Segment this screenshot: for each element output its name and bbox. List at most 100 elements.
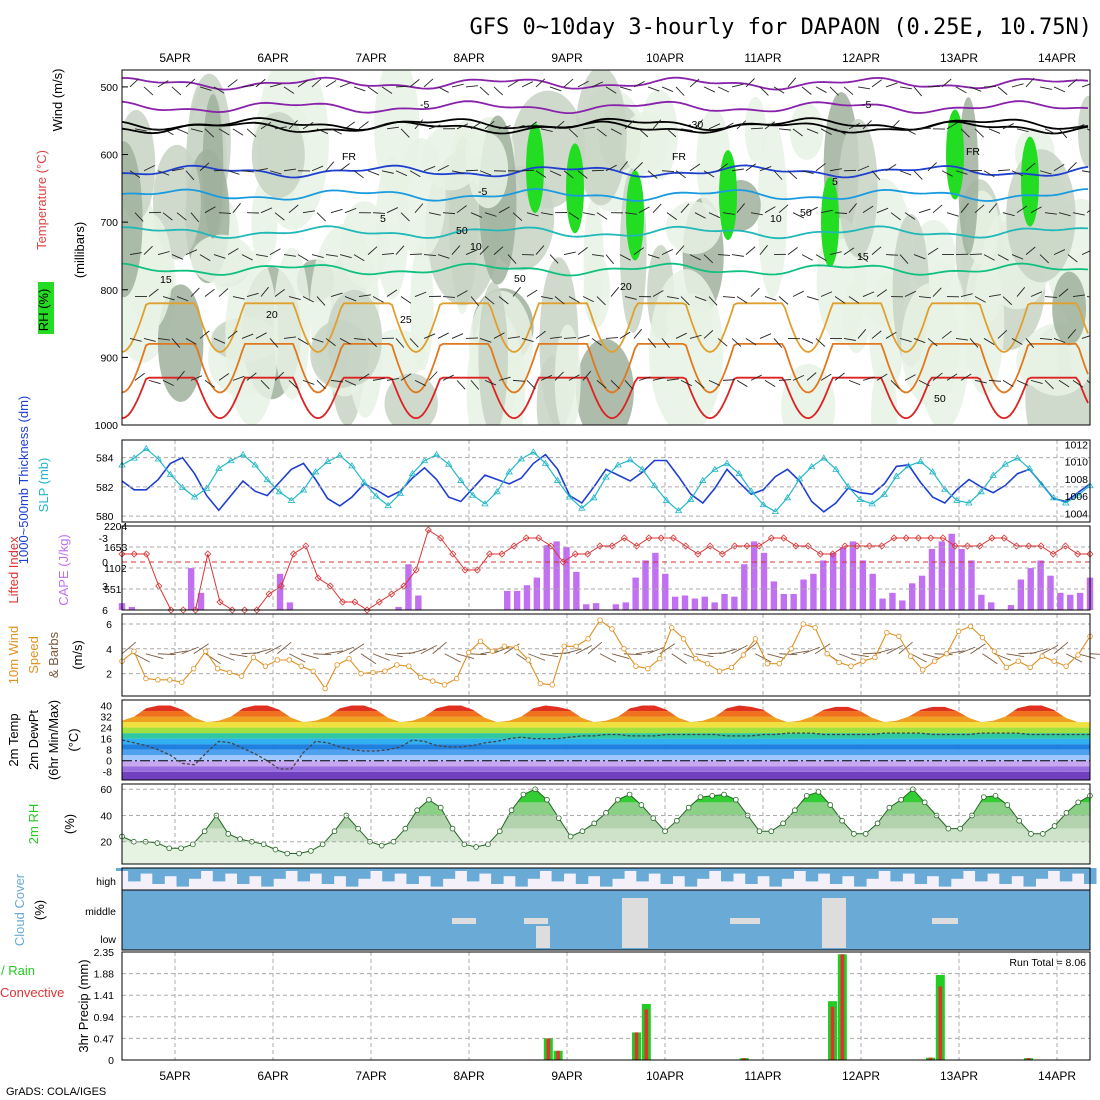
cape-bar (642, 560, 649, 610)
rh-core (946, 109, 964, 200)
wind-barb (927, 85, 941, 88)
wind-barb-10m (779, 653, 798, 656)
wind-barb (983, 170, 995, 178)
wind-barb (297, 79, 309, 88)
wind-barb (470, 296, 479, 307)
wind-barb (764, 379, 776, 388)
li-point (927, 534, 935, 542)
wind-barb (339, 82, 352, 88)
wind-barb (932, 287, 942, 297)
wind-barb (465, 249, 478, 256)
wind-barb (568, 128, 579, 138)
wind-barb (605, 254, 615, 265)
cape-bar (197, 592, 205, 610)
wind-barb (241, 170, 254, 173)
wind-barb (554, 371, 564, 381)
wind-speed-point (477, 638, 484, 645)
wind-barb (619, 254, 631, 261)
wind-speed-point (884, 629, 890, 636)
wind-barb (960, 128, 970, 138)
wind-barb (988, 379, 1001, 382)
wind-barb (311, 78, 322, 88)
cape-bar (1037, 560, 1044, 610)
wind-barb (1030, 128, 1043, 133)
wind-barb (689, 163, 701, 172)
wind-barb (213, 169, 227, 172)
wind-barb (479, 245, 489, 255)
rh-point (662, 828, 668, 835)
cape-bar (1057, 592, 1064, 610)
cape-bar (632, 577, 639, 610)
wind-barb (1096, 253, 1100, 254)
wind-speed-point (896, 633, 902, 640)
rh-point (544, 796, 550, 803)
wind-speed-point (382, 668, 388, 674)
wind-barb (255, 168, 268, 172)
wind-barb (680, 203, 690, 213)
rh-core (626, 170, 644, 261)
wind-barb (288, 204, 299, 214)
wind-speed-point (1039, 653, 1045, 659)
wind-barb (255, 78, 266, 88)
cape-bar (839, 547, 847, 610)
slp-point (444, 460, 453, 467)
wind-barb-10m (348, 643, 365, 655)
wind-barb (358, 294, 371, 297)
slp-point (396, 489, 405, 496)
high-cloud-bar (1059, 868, 1073, 882)
wind-speed-point (298, 663, 304, 669)
high-cloud-bar (345, 868, 359, 887)
precip-conv-bar (634, 1032, 639, 1060)
wind-barb (204, 380, 216, 388)
label-total-rain: Total / Rain (0, 963, 35, 978)
wind-barb-10m (731, 644, 748, 655)
credit-text: GrADS: COLA/IGES (6, 1086, 106, 1098)
slp-point (747, 487, 755, 494)
wind-barb (736, 296, 748, 304)
wind-barb (484, 212, 497, 217)
slp-point (578, 504, 586, 511)
wind-barb-10m (874, 648, 893, 655)
slp-tick: 1012 (1065, 439, 1089, 451)
contour-label: 50 (456, 225, 468, 237)
wind-barb (759, 245, 768, 255)
rh-point (508, 807, 515, 814)
contour-label: 15 (857, 251, 869, 263)
label-temp2m: 2m Temp (6, 713, 21, 766)
rh-point (874, 820, 881, 827)
wind-speed-point (680, 636, 687, 642)
wind-barb-10m (265, 644, 282, 655)
wind-barb (442, 296, 455, 298)
wind-barb (148, 288, 159, 297)
li-point (289, 550, 298, 558)
wind-barb (246, 128, 257, 138)
slp-point (408, 469, 417, 477)
wind-barb (540, 128, 553, 133)
wind-barb (1044, 212, 1057, 215)
wind-barb (1081, 83, 1090, 88)
contour-label: 50 (934, 393, 946, 405)
wind-barb (1096, 164, 1100, 171)
wind-barb (913, 86, 923, 97)
wind-barb (638, 128, 649, 138)
wind-barb (395, 338, 405, 348)
rh-point (827, 802, 834, 808)
cloud-gap (536, 926, 550, 948)
wind-speed-point (812, 624, 818, 631)
high-cloud-bar (297, 868, 310, 882)
rh-shade (964, 251, 1005, 395)
li-point (1061, 542, 1070, 550)
wind-barb (904, 128, 916, 135)
wind-barb (185, 78, 196, 88)
wind-barb (456, 205, 467, 214)
wind-barb (190, 128, 203, 133)
wind-barb (372, 377, 385, 381)
wind-speed-point (979, 634, 986, 641)
rh-shade (225, 250, 279, 425)
cape-bar (662, 573, 669, 610)
wind-barb (801, 338, 814, 344)
wind-barb (549, 170, 562, 177)
wind-barb (689, 78, 700, 88)
frame-t2 (121, 699, 1091, 781)
